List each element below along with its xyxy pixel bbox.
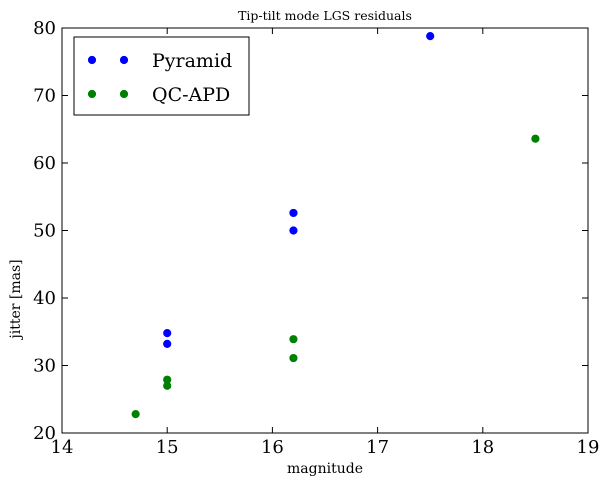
data-point-pyramid: [289, 208, 298, 218]
legend-marker: [87, 55, 97, 65]
data-point-qc-apd: [289, 335, 298, 344]
x-tick-label: 18: [471, 437, 494, 458]
x-tick-label: 19: [577, 437, 600, 458]
y-axis-title: jitter [mas]: [8, 259, 24, 340]
legend: Pyramid QC-APD: [73, 36, 250, 116]
legend-marker: [119, 89, 129, 99]
y-tick-label: 60: [33, 153, 56, 174]
data-points: [131, 32, 540, 419]
data-point-pyramid: [289, 226, 298, 235]
data-point-qc-apd: [131, 410, 140, 419]
y-tick-label: 30: [33, 356, 56, 377]
y-tick-label: 70: [33, 86, 56, 107]
data-point-qc-apd: [531, 134, 540, 143]
x-axis-title: magnitude: [287, 461, 363, 477]
y-tick-label: 80: [33, 18, 56, 39]
x-tick-label: 16: [261, 437, 284, 458]
data-point-pyramid: [163, 329, 172, 338]
data-point-qc-apd: [289, 353, 298, 363]
legend-box: [73, 36, 250, 116]
y-tick-label: 20: [33, 423, 56, 444]
axis-ticks: 14 15 16 17 18 19 20 30 40 50 60 70 80: [33, 18, 599, 458]
data-point-pyramid: [163, 339, 172, 348]
legend-marker: [119, 55, 129, 65]
y-tick-label: 40: [33, 288, 56, 309]
legend-marker: [87, 89, 97, 99]
data-point-qc-apd: [163, 381, 172, 390]
y-tick-label: 50: [33, 221, 56, 242]
chart-title: Tip-tilt mode LGS residuals: [238, 8, 412, 23]
x-tick-label: 17: [366, 437, 389, 458]
legend-label: Pyramid: [152, 50, 232, 72]
data-point-pyramid: [426, 32, 435, 41]
legend-label: QC-APD: [152, 84, 230, 106]
x-tick-label: 14: [51, 437, 74, 458]
x-tick-label: 15: [156, 437, 179, 458]
